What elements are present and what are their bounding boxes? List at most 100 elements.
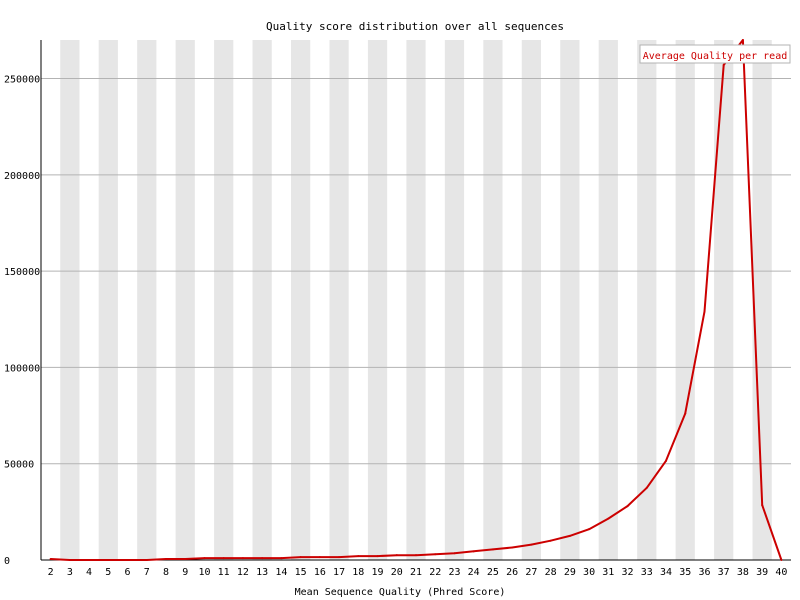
x-tick-label-35: 35 xyxy=(679,567,691,578)
shade-column-13 xyxy=(252,40,272,560)
shade-column-3 xyxy=(60,40,80,560)
shade-column-11 xyxy=(214,40,234,560)
shade-column-39 xyxy=(752,40,772,560)
y-tick-label-150000: 150000 xyxy=(4,267,40,278)
data-point-q6 xyxy=(126,559,129,561)
data-point-q24 xyxy=(472,550,475,553)
data-point-q25 xyxy=(491,548,494,551)
y-tick-label-200000: 200000 xyxy=(4,171,40,182)
data-point-q23 xyxy=(453,552,456,555)
shade-column-31 xyxy=(598,40,618,560)
shade-column-9 xyxy=(175,40,195,560)
data-point-q26 xyxy=(511,546,514,549)
x-tick-label-25: 25 xyxy=(487,567,499,578)
x-tick-label-22: 22 xyxy=(429,567,441,578)
data-point-q19 xyxy=(376,555,379,558)
shade-column-7 xyxy=(137,40,157,560)
data-point-q10 xyxy=(203,557,206,560)
x-tick-label-8: 8 xyxy=(163,567,169,578)
data-point-q16 xyxy=(318,556,321,559)
x-tick-label-6: 6 xyxy=(125,567,131,578)
data-point-q21 xyxy=(415,554,417,557)
data-point-q20 xyxy=(395,554,398,557)
x-tick-label-17: 17 xyxy=(333,567,345,578)
y-tick-label-250000: 250000 xyxy=(4,75,40,86)
x-tick-label-3: 3 xyxy=(67,567,73,578)
data-point-q2 xyxy=(49,558,52,561)
data-point-q11 xyxy=(222,557,225,560)
y-tick-labels: 0 50000 100000 150000 200000 250000 xyxy=(4,75,40,567)
x-tick-label-19: 19 xyxy=(372,567,384,578)
data-point-q29 xyxy=(568,534,571,537)
legend: Average Quality per read xyxy=(639,44,791,64)
shade-column-5 xyxy=(98,40,118,560)
data-point-q37 xyxy=(722,64,725,67)
x-tick-label-27: 27 xyxy=(525,567,537,578)
x-tick-label-39: 39 xyxy=(756,567,768,578)
data-point-q33 xyxy=(645,486,648,489)
legend-label-average-quality: Average Quality per read xyxy=(643,51,788,62)
shade-column-17 xyxy=(329,40,349,560)
data-point-q12 xyxy=(241,557,244,560)
x-tick-label-34: 34 xyxy=(660,567,672,578)
x-tick-label-26: 26 xyxy=(506,567,518,578)
data-point-q27 xyxy=(530,543,533,546)
y-tick-label-100000: 100000 xyxy=(4,363,40,374)
data-point-q15 xyxy=(299,556,302,559)
shade-column-25 xyxy=(483,40,503,560)
data-point-q28 xyxy=(549,539,552,542)
data-point-q32 xyxy=(626,505,629,508)
x-tick-label-15: 15 xyxy=(295,567,307,578)
x-tick-label-30: 30 xyxy=(583,567,595,578)
series-layer xyxy=(49,39,783,561)
x-tick-label-24: 24 xyxy=(468,567,480,578)
shade-column-33 xyxy=(637,40,657,560)
data-point-q38 xyxy=(741,39,744,41)
shade-column-29 xyxy=(560,40,580,560)
x-axis-label: Mean Sequence Quality (Phred Score) xyxy=(295,587,506,598)
x-tick-label-4: 4 xyxy=(86,567,92,578)
data-point-q8 xyxy=(165,558,167,561)
shade-column-37 xyxy=(714,40,734,560)
data-point-q40 xyxy=(780,559,783,561)
x-tick-label-23: 23 xyxy=(448,567,460,578)
x-tick-label-40: 40 xyxy=(775,567,787,578)
data-point-q14 xyxy=(280,557,283,560)
data-point-q4 xyxy=(88,559,91,561)
x-tick-label-7: 7 xyxy=(144,567,150,578)
data-point-q18 xyxy=(357,555,360,558)
x-tick-label-11: 11 xyxy=(218,567,230,578)
data-point-q35 xyxy=(684,412,687,415)
x-tick-label-14: 14 xyxy=(275,567,287,578)
data-point-q34 xyxy=(665,459,667,462)
x-tick-label-21: 21 xyxy=(410,567,422,578)
shade-column-15 xyxy=(291,40,311,560)
x-tick-label-9: 9 xyxy=(182,567,188,578)
data-point-q39 xyxy=(761,504,764,507)
data-point-q9 xyxy=(184,558,187,561)
x-tick-labels: 2 3 4 5 6 7 8 9 10 11 12 13 14 15 16 17 18 19 20 21 22 23 24 25… xyxy=(48,567,788,578)
x-tick-label-2: 2 xyxy=(48,567,54,578)
data-point-q31 xyxy=(607,517,610,520)
data-point-q36 xyxy=(703,310,706,313)
data-point-q13 xyxy=(261,557,264,560)
legend-box xyxy=(639,44,791,64)
x-tick-label-13: 13 xyxy=(256,567,268,578)
x-tick-label-18: 18 xyxy=(352,567,364,578)
x-tick-label-36: 36 xyxy=(698,567,710,578)
x-tick-label-38: 38 xyxy=(737,567,749,578)
y-tick-label-0: 0 xyxy=(4,556,10,567)
shade-column-27 xyxy=(521,40,541,560)
x-tick-label-16: 16 xyxy=(314,567,326,578)
data-point-q7 xyxy=(145,559,148,561)
chart-title: Quality score distribution over all sequ… xyxy=(266,20,564,33)
x-tick-label-32: 32 xyxy=(622,567,634,578)
x-tick-label-29: 29 xyxy=(564,567,576,578)
data-point-q17 xyxy=(338,556,341,559)
shade-column-19 xyxy=(367,40,388,560)
shade-column-35 xyxy=(675,40,695,560)
x-tick-label-20: 20 xyxy=(391,567,403,578)
x-tick-label-33: 33 xyxy=(641,567,653,578)
shade-column-21 xyxy=(406,40,426,560)
